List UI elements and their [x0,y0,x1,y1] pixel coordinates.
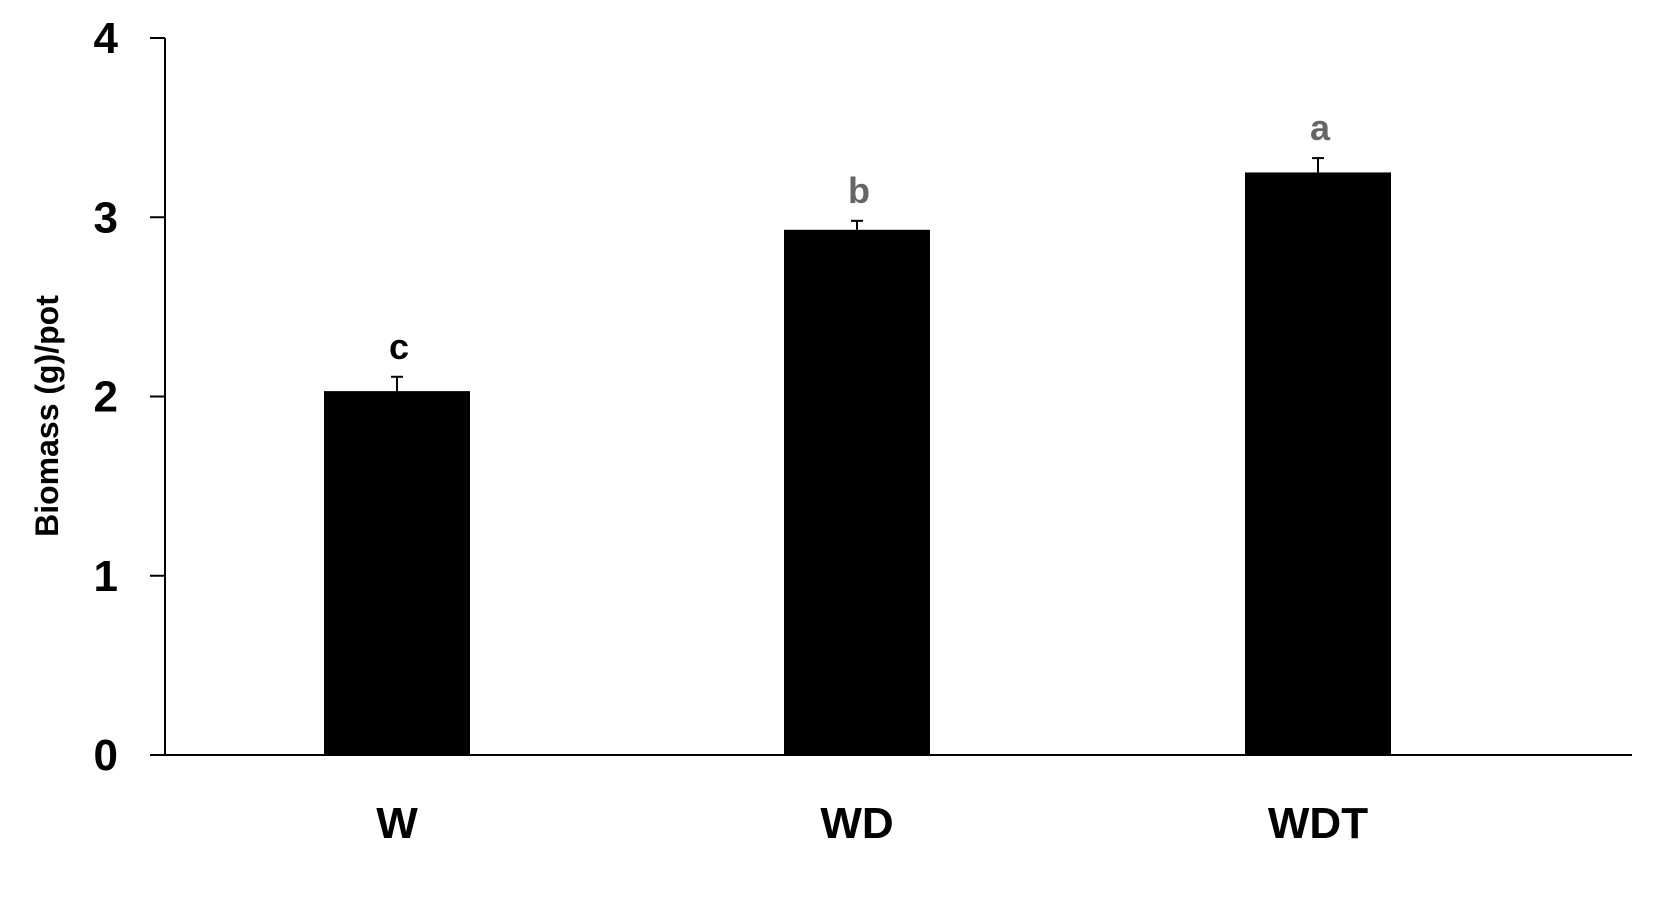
bar [784,229,930,756]
x-category-labels: W WD WDT [376,799,1368,848]
significance-label: c [389,326,409,367]
y-tick-label: 1 [94,552,118,601]
significance-label: b [848,170,870,211]
y-axis-title: Biomass (g)/pot [29,295,65,537]
significance-labels: c b a [389,107,1331,367]
bar [324,391,470,755]
x-category-label: WD [820,799,893,848]
x-category-label: WDT [1268,799,1368,848]
y-tick-label: 3 [94,193,118,242]
bar [1245,172,1391,755]
y-tick-label: 2 [94,373,118,422]
y-ticks: 0 1 2 3 4 [94,14,165,780]
y-tick-label: 0 [94,731,118,780]
x-category-label: W [376,799,418,848]
y-tick-label: 4 [94,14,119,63]
bars [324,172,1391,756]
significance-label: a [1310,107,1331,148]
error-bars [391,157,1324,392]
